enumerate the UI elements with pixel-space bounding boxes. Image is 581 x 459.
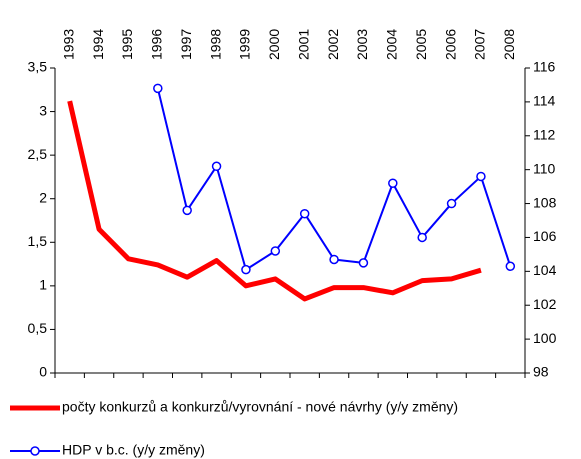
series-marker <box>182 205 192 216</box>
x-tick-label: 1996 <box>149 29 165 60</box>
y2-tick-label: 110 <box>533 160 556 176</box>
series-marker <box>329 254 339 265</box>
x-tick-label: 2001 <box>295 29 311 60</box>
x-tick-label: 2004 <box>384 29 400 60</box>
y-tick-label: 0 <box>39 364 47 380</box>
y2-tick-label: 112 <box>533 126 556 142</box>
series-line <box>156 88 512 271</box>
series-marker <box>299 208 310 219</box>
series-marker <box>241 264 251 275</box>
y2-tick-label: 100 <box>533 330 557 346</box>
x-tick-label: 1999 <box>237 29 253 60</box>
x-tick-label: 2003 <box>354 29 370 60</box>
y2-tick-label: 106 <box>533 228 557 244</box>
legend-marker <box>30 446 40 456</box>
x-tick-label: 1998 <box>207 29 223 60</box>
x-tick-label: 1994 <box>90 29 106 60</box>
x-tick-label: 2000 <box>266 29 282 60</box>
y2-tick-label: 102 <box>533 296 557 312</box>
series-marker <box>270 246 281 256</box>
legend-label: počty konkurzů a konkurzů/vyrovnání - no… <box>62 399 458 415</box>
series-marker <box>358 258 369 268</box>
y-tick-label: 0,5 <box>28 320 48 336</box>
y2-tick-label: 108 <box>533 194 557 210</box>
y-tick-label: 3,5 <box>28 59 48 75</box>
y2-tick-label: 116 <box>533 59 556 75</box>
x-tick-label: 2007 <box>472 29 488 60</box>
series-marker <box>153 83 163 94</box>
x-tick-label: 1993 <box>60 29 76 60</box>
x-tick-label: 1995 <box>119 29 135 60</box>
series-marker <box>211 161 222 172</box>
x-tick-label: 2002 <box>325 29 341 60</box>
y2-tick-label: 104 <box>533 262 557 278</box>
y-tick-label: 1,5 <box>28 233 48 249</box>
y-tick-label: 2,5 <box>28 146 48 162</box>
x-tick-label: 1997 <box>178 29 194 60</box>
y2-tick-label: 114 <box>533 93 556 109</box>
x-tick-label: 2006 <box>442 29 458 60</box>
y-tick-label: 3 <box>39 102 47 118</box>
series-line <box>67 100 482 302</box>
series-marker <box>388 178 398 188</box>
y2-tick-label: 98 <box>533 364 549 380</box>
x-tick-label: 2005 <box>413 29 429 60</box>
series-marker <box>417 232 427 243</box>
legend-label: HDP v b.c. (y/y změny) <box>62 442 205 458</box>
y-tick-label: 2 <box>39 189 47 205</box>
series-marker <box>505 261 516 271</box>
y-tick-label: 1 <box>39 277 47 293</box>
x-tick-label: 2008 <box>501 29 517 60</box>
series-marker <box>476 171 486 182</box>
series-marker <box>446 198 457 209</box>
